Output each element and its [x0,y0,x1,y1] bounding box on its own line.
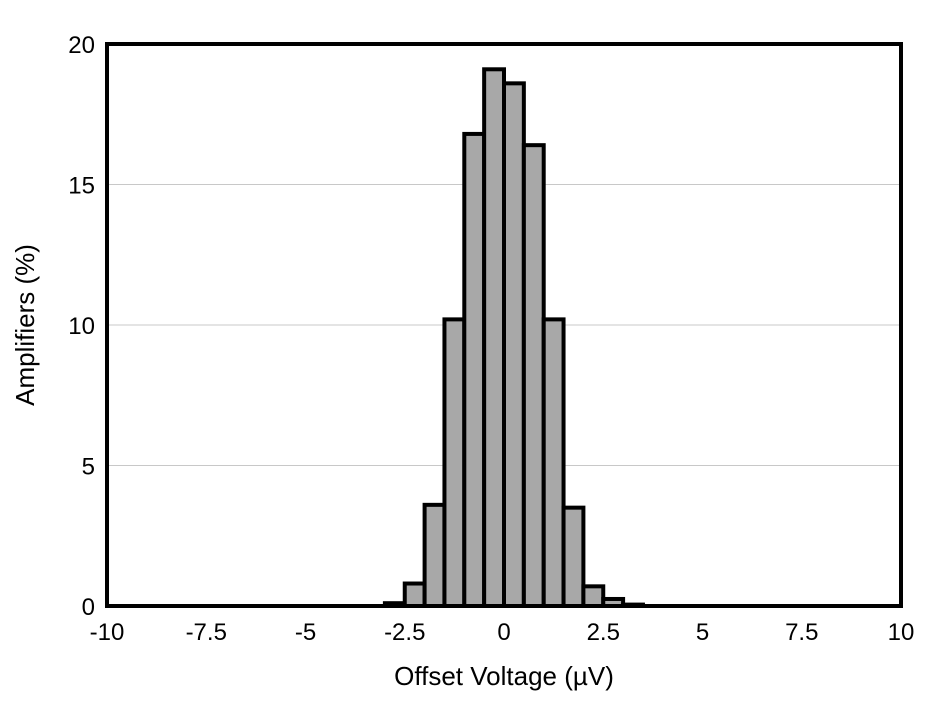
x-tick-labels: -10 -7.5 -5 -2.5 0 2.5 5 7.5 10 [90,619,915,646]
x-tick-label: -2.5 [384,619,425,646]
y-tick-label: 5 [82,454,95,481]
histogram-bar-3 [442,317,467,608]
x-tick-label: -10 [90,619,125,646]
x-tick-label: 10 [888,619,915,646]
histogram-bar-5 [482,67,506,609]
histogram-bar-8 [541,317,566,608]
x-tick-label: 7.5 [785,619,818,646]
y-tick-label: 15 [68,173,95,200]
bars [382,67,645,609]
x-tick-label: -5 [295,619,316,646]
y-tick-labels: 0 5 10 15 20 [68,32,95,621]
histogram-bar-10 [581,584,606,609]
histogram-bar-2 [422,502,447,608]
histogram-bar-6 [502,81,526,608]
x-tick-label: 2.5 [587,619,620,646]
histogram-bar-1 [402,581,427,609]
y-axis-label: Amplifiers (%) [10,244,40,406]
y-tick-label: 20 [68,32,95,59]
histogram-bar-4 [462,131,487,608]
plot-frame [105,42,903,608]
y-tick-label: 10 [68,313,95,340]
x-tick-label: -7.5 [186,619,227,646]
x-tick-label: 5 [696,619,709,646]
histogram-bar-9 [561,505,586,608]
y-tick-label: 0 [82,594,95,621]
x-axis-label: Offset Voltage (µV) [394,661,614,691]
x-tick-label: 0 [497,619,510,646]
histogram-bar-7 [521,143,546,608]
